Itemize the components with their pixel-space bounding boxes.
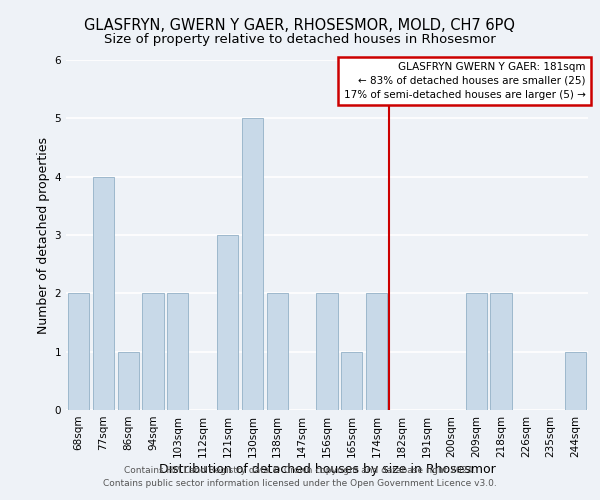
Bar <box>466 294 487 410</box>
Text: Contains HM Land Registry data © Crown copyright and database right 2024.
Contai: Contains HM Land Registry data © Crown c… <box>103 466 497 487</box>
X-axis label: Distribution of detached houses by size in Rhosesmor: Distribution of detached houses by size … <box>158 462 496 475</box>
Bar <box>316 294 338 410</box>
Text: Size of property relative to detached houses in Rhosesmor: Size of property relative to detached ho… <box>104 32 496 46</box>
Bar <box>267 294 288 410</box>
Text: GLASFRYN GWERN Y GAER: 181sqm
← 83% of detached houses are smaller (25)
17% of s: GLASFRYN GWERN Y GAER: 181sqm ← 83% of d… <box>344 62 586 100</box>
Bar <box>217 235 238 410</box>
Bar <box>242 118 263 410</box>
Bar <box>167 294 188 410</box>
Bar <box>93 176 114 410</box>
Bar <box>118 352 139 410</box>
Y-axis label: Number of detached properties: Number of detached properties <box>37 136 50 334</box>
Text: GLASFRYN, GWERN Y GAER, RHOSESMOR, MOLD, CH7 6PQ: GLASFRYN, GWERN Y GAER, RHOSESMOR, MOLD,… <box>85 18 515 32</box>
Bar <box>490 294 512 410</box>
Bar <box>366 294 387 410</box>
Bar <box>565 352 586 410</box>
Bar <box>68 294 89 410</box>
Bar <box>142 294 164 410</box>
Bar <box>341 352 362 410</box>
